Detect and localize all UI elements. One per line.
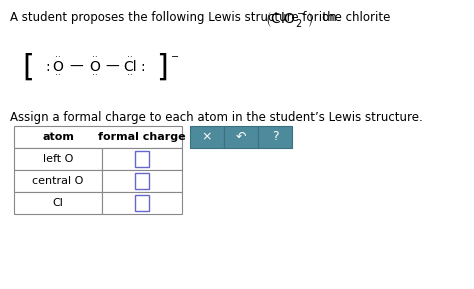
Bar <box>224 126 258 148</box>
Text: ··: ·· <box>55 71 61 81</box>
Text: ↶: ↶ <box>236 131 246 144</box>
Text: Assign a formal charge to each atom in the student’s Lewis structure.: Assign a formal charge to each atom in t… <box>10 111 423 124</box>
Text: ··: ·· <box>55 53 61 62</box>
Bar <box>190 126 224 148</box>
Text: $\left(\mathregular{ClO_2^-}\right)$: $\left(\mathregular{ClO_2^-}\right)$ <box>265 10 313 29</box>
Text: Cl: Cl <box>123 60 137 74</box>
Text: left O: left O <box>43 154 73 164</box>
Text: :: : <box>141 60 146 74</box>
Text: ]: ] <box>156 53 168 81</box>
Bar <box>135 173 149 189</box>
Text: formal charge: formal charge <box>98 132 186 142</box>
Text: :: : <box>46 60 50 74</box>
Bar <box>102 192 182 214</box>
Bar <box>135 195 149 211</box>
Text: [: [ <box>22 53 34 81</box>
Text: ··: ·· <box>92 53 98 62</box>
Bar <box>14 126 182 148</box>
Bar <box>102 148 182 170</box>
Bar <box>258 126 292 148</box>
Bar <box>102 170 182 192</box>
Bar <box>14 148 102 170</box>
Bar <box>135 151 149 167</box>
Text: ion.: ion. <box>315 11 340 24</box>
Text: central O: central O <box>32 176 84 186</box>
Text: —: — <box>105 60 119 74</box>
Text: atom: atom <box>42 132 74 142</box>
Text: ×: × <box>202 131 212 144</box>
Text: ··: ·· <box>127 53 133 62</box>
Text: ?: ? <box>272 131 278 144</box>
Text: O: O <box>90 60 100 74</box>
Text: O: O <box>53 60 64 74</box>
Text: ··: ·· <box>127 71 133 81</box>
Text: Cl: Cl <box>53 198 64 208</box>
Text: −: − <box>171 52 179 62</box>
Bar <box>14 170 102 192</box>
Bar <box>14 192 102 214</box>
Text: —: — <box>69 60 83 74</box>
Text: ··: ·· <box>92 71 98 81</box>
Text: A student proposes the following Lewis structure for the chlorite: A student proposes the following Lewis s… <box>10 11 394 24</box>
